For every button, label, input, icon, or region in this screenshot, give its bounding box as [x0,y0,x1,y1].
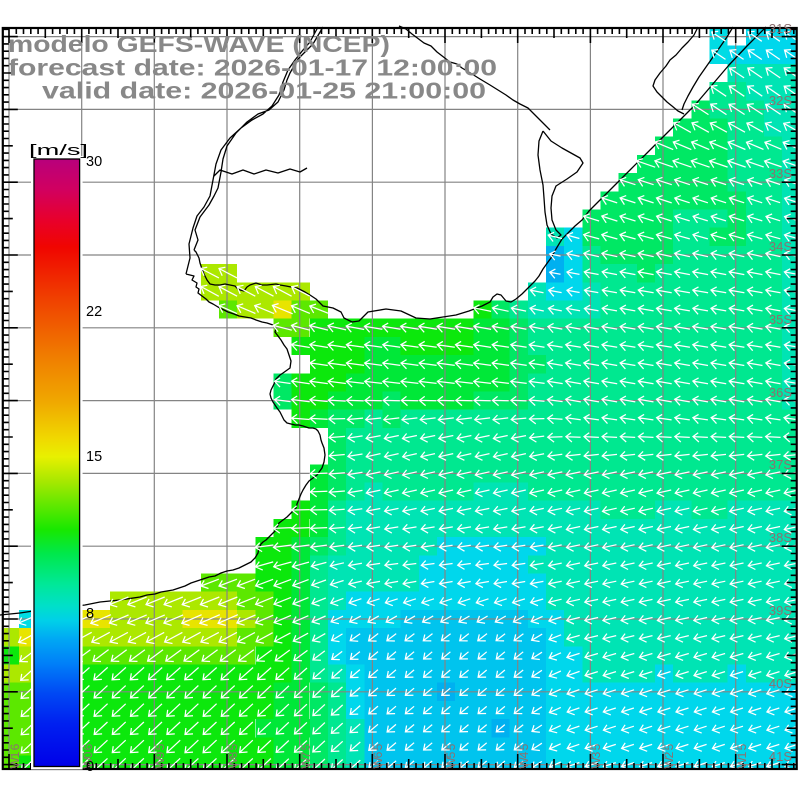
svg-text:W: W [589,757,603,769]
svg-text:5: 5 [517,743,531,750]
svg-text:1: 1 [735,751,749,758]
svg-text:W: W [517,757,531,769]
svg-text:5: 5 [226,743,240,750]
svg-text:41S: 41S [769,749,792,764]
svg-text:W: W [735,757,749,769]
svg-text:5: 5 [444,751,458,758]
svg-text:34S: 34S [769,239,792,254]
svg-text:5: 5 [299,743,313,750]
svg-text:3: 3 [589,751,603,758]
svg-text:35S: 35S [769,312,792,327]
svg-text:0: 0 [86,759,94,775]
svg-text:22: 22 [86,304,102,320]
svg-text:8: 8 [86,606,94,622]
svg-text:5: 5 [735,743,749,750]
svg-text:W: W [299,757,313,769]
svg-text:1: 1 [8,751,22,758]
svg-text:5: 5 [153,743,167,750]
svg-text:5: 5 [444,743,458,750]
svg-text:2: 2 [662,751,676,758]
svg-text:W: W [153,757,167,769]
svg-text:4: 4 [517,751,531,758]
svg-text:37S: 37S [769,457,792,472]
svg-text:38S: 38S [769,530,792,545]
svg-text:36S: 36S [769,385,792,400]
svg-text:40S: 40S [769,676,792,691]
svg-text:31S: 31S [769,21,792,36]
svg-text:W: W [8,757,22,769]
svg-text:valid date: 2026-01-25 21:00:0: valid date: 2026-01-25 21:00:00 [42,78,486,104]
svg-text:[m/s]: [m/s] [29,142,88,159]
svg-text:5: 5 [371,743,385,750]
svg-text:6: 6 [81,743,95,750]
svg-text:6: 6 [8,743,22,750]
svg-text:W: W [371,757,385,769]
svg-text:30: 30 [86,154,102,170]
svg-text:5: 5 [662,743,676,750]
svg-text:W: W [226,757,240,769]
svg-text:9: 9 [153,751,167,758]
svg-text:6: 6 [371,751,385,758]
svg-text:W: W [81,757,95,769]
svg-text:8: 8 [226,751,240,758]
svg-text:7: 7 [299,751,313,758]
svg-text:W: W [444,757,458,769]
svg-text:39S: 39S [769,603,792,618]
svg-text:32S: 32S [769,93,792,108]
svg-text:forecast date: 2026-01-17 12:0: forecast date: 2026-01-17 12:00:00 [8,55,497,81]
svg-text:33S: 33S [769,166,792,181]
svg-text:0: 0 [81,751,95,758]
svg-text:modelo GEFS-WAVE (NCEP): modelo GEFS-WAVE (NCEP) [8,31,390,57]
svg-text:15: 15 [86,449,102,465]
svg-text:W: W [662,757,676,769]
svg-text:5: 5 [589,743,603,750]
